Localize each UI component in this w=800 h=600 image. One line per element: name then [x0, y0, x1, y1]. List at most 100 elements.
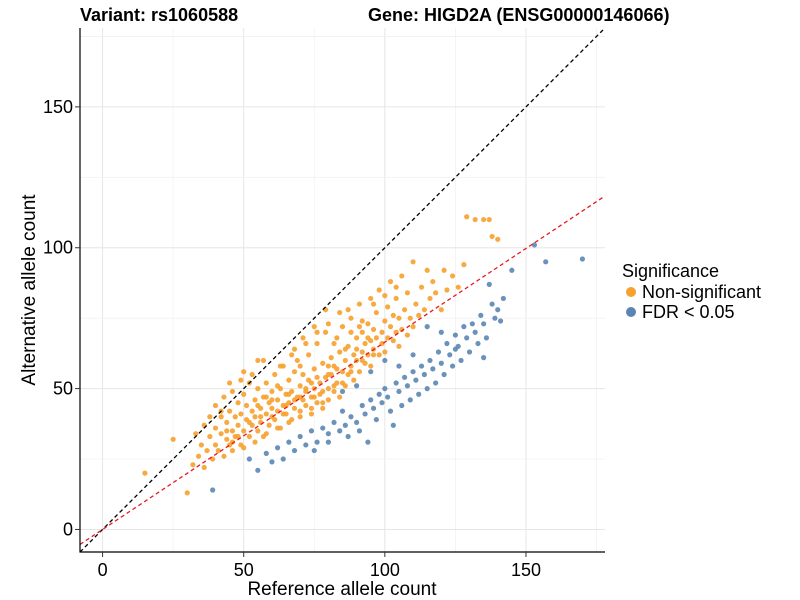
- data-point-non-significant: [410, 324, 416, 330]
- data-point-non-significant: [314, 374, 320, 380]
- data-point-fdr: [314, 439, 320, 445]
- data-point-non-significant: [418, 284, 425, 290]
- data-point-non-significant: [328, 355, 334, 361]
- data-point-non-significant: [212, 442, 219, 448]
- data-point-non-significant: [297, 363, 303, 369]
- data-point-fdr: [475, 340, 481, 347]
- data-point-non-significant: [370, 326, 377, 333]
- data-point-fdr: [461, 324, 467, 330]
- data-point-non-significant: [246, 419, 252, 426]
- data-point-non-significant: [263, 411, 269, 417]
- y-tick-label: 100: [43, 238, 73, 258]
- data-point-non-significant: [243, 402, 250, 409]
- legend-swatch-non-significant: [626, 287, 636, 297]
- data-point-non-significant: [255, 357, 261, 364]
- data-point-non-significant: [385, 304, 391, 310]
- data-point-fdr: [500, 295, 506, 302]
- chart-title-gene: Gene: HIGD2A (ENSG00000146066): [368, 5, 670, 25]
- data-point-non-significant: [320, 405, 326, 411]
- data-point-non-significant: [382, 318, 388, 324]
- data-point-non-significant: [274, 425, 281, 431]
- data-point-fdr: [246, 456, 252, 462]
- data-point-non-significant: [433, 290, 439, 296]
- data-point-non-significant: [472, 216, 478, 223]
- data-point-fdr: [472, 329, 478, 335]
- data-point-fdr: [368, 397, 374, 403]
- data-point-non-significant: [325, 321, 331, 327]
- data-point-non-significant: [382, 349, 388, 355]
- data-point-fdr: [373, 416, 379, 423]
- data-point-non-significant: [348, 315, 354, 321]
- data-point-non-significant: [229, 439, 236, 445]
- data-point-non-significant: [235, 433, 241, 440]
- data-point-non-significant: [385, 335, 391, 341]
- data-point-non-significant: [266, 422, 272, 428]
- data-point-fdr: [308, 428, 315, 434]
- data-point-non-significant: [376, 287, 382, 293]
- data-point-non-significant: [427, 295, 433, 302]
- data-point-non-significant: [461, 262, 467, 268]
- data-point-non-significant: [190, 462, 196, 468]
- data-point-fdr: [466, 349, 473, 355]
- data-point-non-significant: [229, 428, 236, 434]
- data-point-non-significant: [303, 340, 309, 347]
- data-point-non-significant: [286, 377, 292, 383]
- chart-title-variant: Variant: rs1060588: [80, 5, 239, 25]
- data-point-non-significant: [235, 400, 241, 406]
- data-point-fdr: [407, 397, 413, 403]
- data-point-non-significant: [331, 340, 337, 347]
- data-point-non-significant: [280, 411, 286, 417]
- data-point-non-significant: [430, 278, 436, 285]
- data-point-fdr: [339, 408, 346, 414]
- data-point-non-significant: [297, 394, 303, 400]
- data-point-non-significant: [289, 352, 295, 358]
- data-point-non-significant: [221, 453, 227, 459]
- legend-swatch-fdr: [626, 307, 636, 317]
- data-point-non-significant: [229, 447, 236, 454]
- data-point-non-significant: [370, 301, 377, 307]
- x-tick-label: 50: [234, 560, 254, 580]
- data-point-fdr: [543, 259, 549, 265]
- data-point-fdr: [297, 433, 303, 440]
- data-point-non-significant: [238, 377, 244, 383]
- data-point-non-significant: [421, 307, 427, 313]
- data-point-non-significant: [232, 414, 238, 420]
- data-point-fdr: [452, 332, 459, 338]
- data-point-non-significant: [438, 307, 444, 313]
- data-point-non-significant: [387, 278, 394, 285]
- data-point-fdr: [424, 324, 430, 330]
- data-point-non-significant: [224, 436, 230, 442]
- data-point-non-significant: [387, 324, 394, 330]
- data-point-non-significant: [258, 419, 264, 426]
- data-point-fdr: [379, 400, 385, 406]
- data-point-fdr: [382, 386, 388, 392]
- data-point-non-significant: [486, 216, 492, 223]
- data-point-fdr: [416, 391, 422, 397]
- identity-line: [79, 27, 606, 553]
- data-point-non-significant: [339, 369, 346, 375]
- data-point-fdr: [444, 340, 450, 347]
- data-point-non-significant: [207, 414, 213, 420]
- x-tick-label: 150: [511, 560, 541, 580]
- data-point-non-significant: [348, 369, 354, 375]
- data-point-fdr: [427, 357, 433, 364]
- data-point-fdr: [382, 357, 388, 364]
- data-point-fdr: [469, 321, 475, 327]
- data-point-fdr: [399, 402, 405, 409]
- data-point-non-significant: [359, 349, 365, 355]
- data-point-non-significant: [311, 366, 317, 372]
- data-point-non-significant: [249, 408, 255, 414]
- data-point-fdr: [396, 388, 402, 395]
- data-point-non-significant: [320, 400, 326, 406]
- data-point-non-significant: [308, 405, 315, 411]
- data-point-non-significant: [286, 391, 292, 397]
- data-point-non-significant: [404, 290, 411, 296]
- data-point-fdr: [339, 388, 346, 395]
- data-point-non-significant: [325, 371, 331, 378]
- data-point-non-significant: [359, 357, 365, 364]
- data-point-non-significant: [382, 293, 388, 299]
- data-point-non-significant: [376, 352, 382, 358]
- data-point-fdr: [320, 425, 326, 431]
- data-point-fdr: [390, 422, 396, 428]
